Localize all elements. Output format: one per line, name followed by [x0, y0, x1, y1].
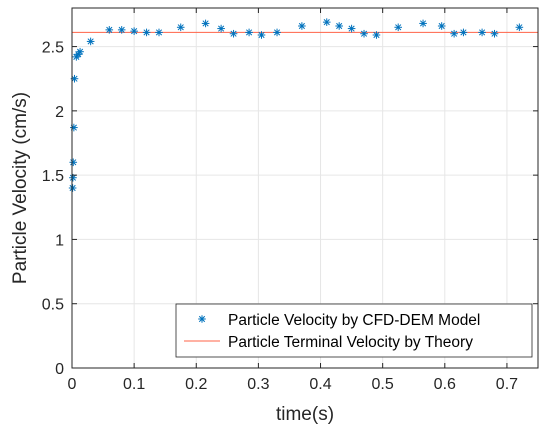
legend: Particle Velocity by CFD-DEM Model Parti…: [175, 303, 533, 358]
y-axis: 0 0.5 1 1.5 2 2.5: [42, 40, 538, 378]
x-tick-label: 0.2: [185, 376, 207, 393]
y-tick-label: 1.5: [42, 168, 64, 185]
data-point: [437, 22, 446, 30]
data-point: [347, 24, 356, 33]
data-point: [74, 50, 83, 59]
data-point: [155, 28, 163, 37]
y-tick-label: 2.5: [42, 40, 64, 57]
x-axis: 0 0.1 0.2 0.3 0.4 0.5 0.6 0.7: [68, 8, 518, 393]
data-point: [459, 28, 468, 37]
data-point: [68, 184, 77, 192]
data-point: [130, 27, 138, 35]
data-point: [515, 23, 524, 32]
legend-marker-cfd-dem: [198, 315, 206, 323]
data-point: [201, 19, 210, 28]
data-point: [70, 123, 78, 132]
data-point: [229, 29, 238, 38]
data-point: [117, 26, 126, 34]
data-point: [76, 47, 84, 56]
legend-box: [175, 303, 533, 358]
x-tick-label: 0.7: [496, 376, 518, 393]
data-point: [257, 31, 266, 39]
plot-frame: [71, 7, 539, 369]
x-tick-label: 0.4: [309, 376, 331, 393]
legend-label-theory: Particle Terminal Velocity by Theory: [228, 334, 473, 351]
x-tick-label: 0.1: [123, 376, 145, 393]
y-tick-label: 0: [55, 361, 64, 378]
data-point: [198, 315, 206, 323]
y-tick-label: 2: [55, 104, 64, 121]
data-point: [245, 28, 253, 37]
y-axis-label: Particle Velocity (cm/s): [10, 92, 31, 284]
data-point: [372, 31, 381, 39]
data-point: [217, 24, 225, 33]
x-tick-label: 0.3: [247, 376, 269, 393]
data-point: [86, 37, 95, 46]
data-point: [490, 29, 499, 38]
data-point: [450, 29, 458, 38]
data-point: [69, 158, 78, 167]
data-point: [322, 18, 331, 26]
x-tick-label: 0.6: [434, 376, 456, 393]
data-point: [419, 19, 427, 28]
legend-label-cfd-dem: Particle Velocity by CFD-DEM Model: [228, 312, 480, 329]
data-point: [273, 28, 281, 37]
x-tick-label: 0.5: [372, 376, 394, 393]
series-layer: [68, 18, 538, 192]
data-point: [394, 23, 402, 32]
data-point: [142, 28, 151, 37]
y-tick-label: 0.5: [42, 297, 64, 314]
data-point: [360, 29, 368, 38]
data-point: [335, 22, 343, 30]
data-point: [478, 28, 486, 37]
x-axis-label: time(s): [276, 404, 334, 425]
x-tick-label: 0: [68, 376, 77, 393]
data-point: [105, 26, 114, 34]
data-point: [176, 23, 185, 32]
data-point: [298, 22, 306, 30]
y-tick-label: 1: [55, 232, 64, 249]
